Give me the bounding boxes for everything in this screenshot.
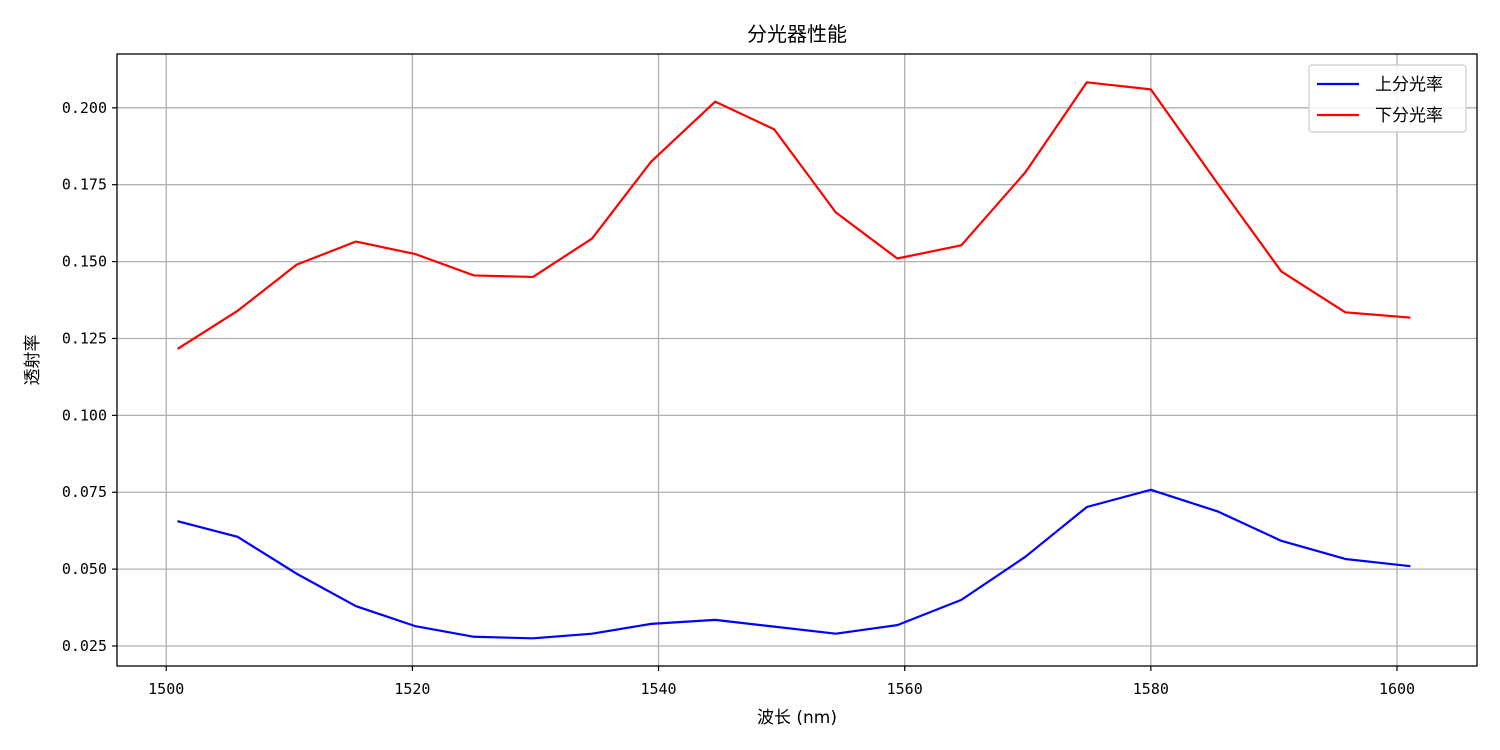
y-tick-label: 0.200	[62, 99, 107, 117]
y-tick-label: 0.075	[62, 483, 107, 501]
series-line-1	[177, 488, 1411, 640]
x-tick-label: 1500	[148, 680, 184, 698]
series-layer	[177, 81, 1411, 640]
y-tick-label: 0.050	[62, 560, 107, 578]
y-tick-label: 0.150	[62, 253, 107, 271]
plot-frame	[116, 53, 1478, 667]
x-tick-label: 1580	[1133, 680, 1169, 698]
x-tick-label: 1520	[394, 680, 430, 698]
y-tick-label: 0.025	[62, 637, 107, 655]
y-axis-title: 透射率	[23, 335, 43, 386]
chart-title: 分光器性能	[747, 22, 847, 46]
x-tick-label: 1540	[640, 680, 676, 698]
axis-ticks: 1500 1520 1540 1560 1580 1600 0.025 0.050 0.075 0…	[62, 99, 1415, 698]
y-tick-label: 0.100	[62, 406, 107, 424]
series-line-2	[177, 81, 1411, 350]
x-axis-title: 波长 (nm)	[757, 708, 837, 728]
y-tick-label: 0.175	[62, 176, 107, 194]
grid	[117, 54, 1477, 666]
legend-label-2: 下分光率	[1375, 106, 1443, 126]
x-tick-label: 1560	[887, 680, 923, 698]
y-tick-label: 0.125	[62, 329, 107, 347]
legend-label-1: 上分光率	[1375, 75, 1443, 95]
x-tick-label: 1600	[1379, 680, 1415, 698]
